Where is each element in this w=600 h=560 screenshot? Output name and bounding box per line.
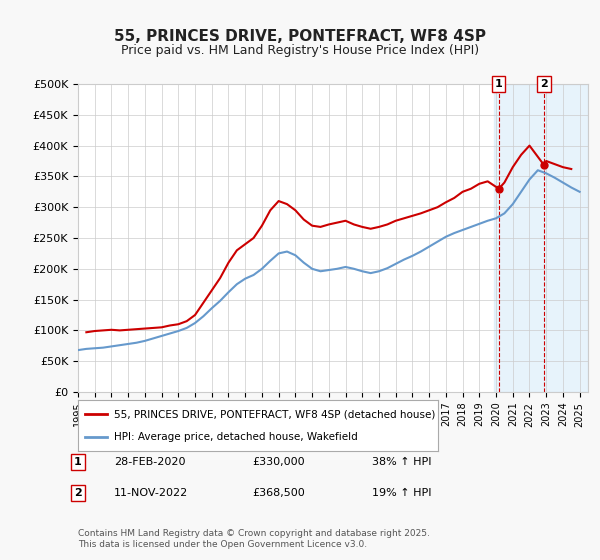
Text: £330,000: £330,000 <box>252 457 305 467</box>
Text: Contains HM Land Registry data © Crown copyright and database right 2025.
This d: Contains HM Land Registry data © Crown c… <box>78 529 430 549</box>
Text: 1: 1 <box>495 79 503 89</box>
Bar <box>494 84 588 392</box>
Text: £368,500: £368,500 <box>252 488 305 498</box>
Text: 38% ↑ HPI: 38% ↑ HPI <box>372 457 431 467</box>
Text: 55, PRINCES DRIVE, PONTEFRACT, WF8 4SP: 55, PRINCES DRIVE, PONTEFRACT, WF8 4SP <box>114 29 486 44</box>
Text: HPI: Average price, detached house, Wakefield: HPI: Average price, detached house, Wake… <box>114 432 358 442</box>
Text: 2: 2 <box>74 488 82 498</box>
Text: 28-FEB-2020: 28-FEB-2020 <box>114 457 185 467</box>
Text: 55, PRINCES DRIVE, PONTEFRACT, WF8 4SP (detached house): 55, PRINCES DRIVE, PONTEFRACT, WF8 4SP (… <box>114 409 436 419</box>
Text: 19% ↑ HPI: 19% ↑ HPI <box>372 488 431 498</box>
Text: Price paid vs. HM Land Registry's House Price Index (HPI): Price paid vs. HM Land Registry's House … <box>121 44 479 57</box>
Text: 1: 1 <box>74 457 82 467</box>
Text: 11-NOV-2022: 11-NOV-2022 <box>114 488 188 498</box>
Text: 2: 2 <box>540 79 548 89</box>
